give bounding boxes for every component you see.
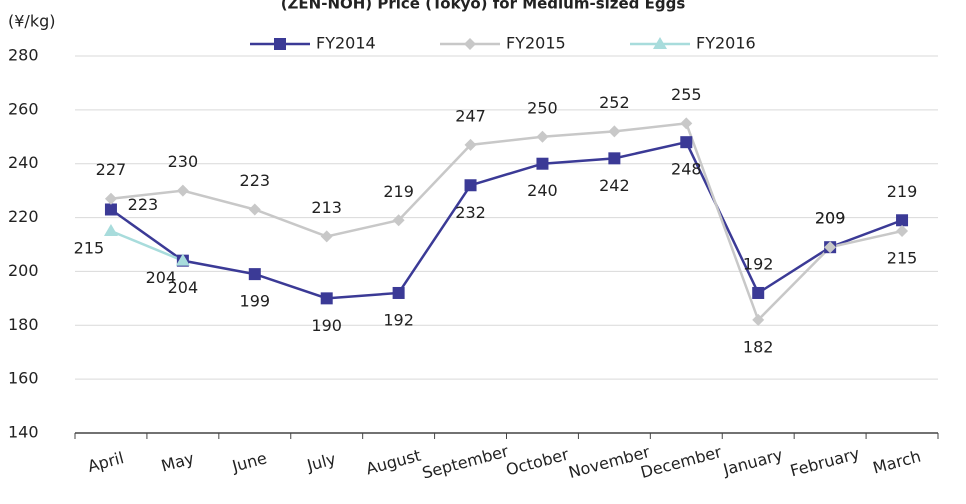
series-line (110, 121, 903, 323)
marker (103, 224, 118, 237)
x-tick-label: November (566, 442, 652, 482)
marker (752, 286, 765, 299)
marker (392, 286, 405, 299)
legend-label: FY2015 (506, 34, 566, 53)
marker (176, 184, 189, 197)
data-label: 209 (815, 209, 846, 228)
marker (464, 179, 477, 192)
data-label: 204 (168, 278, 199, 297)
y-axis-label: (¥/kg) (8, 12, 55, 31)
series-line (110, 229, 184, 262)
marker (104, 192, 117, 205)
marker (824, 241, 837, 254)
x-tick-label: March (871, 447, 923, 478)
marker (248, 203, 261, 216)
legend-label: FY2016 (696, 34, 756, 53)
data-label: 192 (743, 254, 774, 273)
marker (896, 225, 909, 238)
data-label: 209 (815, 209, 846, 228)
x-tick-label: February (788, 444, 861, 481)
data-label: 252 (599, 93, 630, 112)
data-label: 242 (599, 176, 630, 195)
marker (320, 230, 333, 243)
x-tick-label: December (639, 442, 724, 482)
series-line (110, 140, 903, 300)
marker (752, 313, 765, 326)
data-label: 192 (383, 310, 414, 329)
marker (320, 292, 333, 305)
x-tick-label: August (364, 446, 423, 479)
x-tick-label: January (720, 445, 784, 479)
data-label: 219 (383, 182, 414, 201)
data-label: 240 (527, 181, 558, 200)
data-label: 250 (527, 98, 558, 117)
x-tick-label: June (229, 448, 269, 476)
data-label: 215 (74, 239, 105, 258)
legend-label: FY2014 (316, 34, 376, 53)
data-label: 247 (455, 106, 486, 125)
marker (464, 38, 476, 50)
x-tick-label: May (159, 449, 196, 476)
x-tick-label: October (504, 444, 571, 479)
marker (104, 203, 117, 216)
marker (653, 37, 667, 49)
marker (248, 268, 261, 281)
y-tick-label: 220 (8, 207, 39, 226)
data-label: 213 (311, 198, 342, 217)
y-tick-label: 180 (8, 315, 39, 334)
data-label: 204 (146, 268, 177, 287)
marker (608, 125, 621, 138)
chart-title: (ZEN-NOH) Price (Tokyo) for Medium-sized… (281, 0, 686, 13)
data-label: 227 (96, 160, 127, 179)
marker (536, 157, 549, 170)
data-label: 215 (887, 249, 918, 268)
marker (680, 117, 693, 130)
marker (274, 38, 286, 50)
marker (680, 136, 693, 149)
x-tick-label: September (420, 441, 511, 482)
marker (175, 253, 190, 266)
data-label: 182 (743, 337, 774, 356)
x-tick-label: April (86, 448, 126, 476)
marker (464, 138, 477, 151)
y-tick-label: 260 (8, 99, 39, 118)
marker (536, 130, 549, 143)
y-tick-label: 280 (8, 46, 39, 65)
marker (608, 152, 621, 165)
y-tick-label: 140 (8, 423, 39, 442)
data-label: 255 (671, 85, 702, 104)
marker (896, 214, 909, 227)
data-label: 248 (671, 160, 702, 179)
data-label: 219 (887, 182, 918, 201)
data-label: 232 (455, 203, 486, 222)
y-tick-label: 200 (8, 261, 39, 280)
x-tick-label: July (304, 449, 338, 475)
data-label: 190 (311, 316, 342, 335)
y-tick-label: 240 (8, 153, 39, 172)
data-label: 223 (240, 171, 271, 190)
y-tick-label: 160 (8, 369, 39, 388)
data-label: 230 (168, 152, 199, 171)
marker (392, 214, 405, 227)
data-label: 223 (128, 195, 159, 214)
data-label: 199 (240, 292, 271, 311)
